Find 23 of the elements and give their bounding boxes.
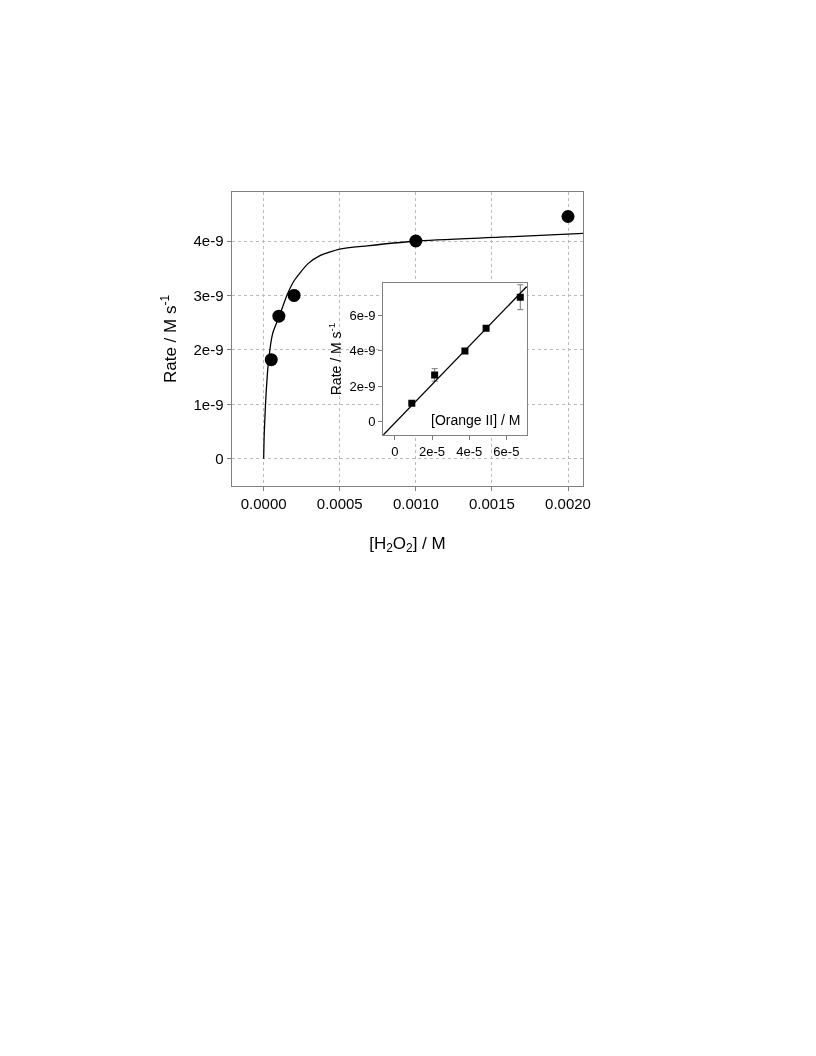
x-tick-label: 0.0010 [392,495,439,513]
y-tick-label: 4e-9 [349,343,376,359]
y-tick-label: 6e-9 [349,307,376,323]
point [561,210,575,223]
x-tick-label: 6e-5 [493,443,520,459]
y-tick-label: 1e-9 [193,395,224,413]
y-tick-label: 3e-9 [193,286,224,304]
y-tick-label: 2e-9 [193,341,224,359]
x-axis-title: [H$_{2}$O$_{2}$] / M [369,533,446,556]
point [516,293,524,301]
x-axis-title: [Orange II] / M [431,412,521,428]
x-tick-label: 0.0005 [316,495,363,513]
x-tick-label: 0.0020 [545,495,591,513]
x-tick-label: 4e-5 [456,443,483,459]
point [264,353,278,367]
x-tick-label: 0.0015 [468,495,515,513]
y-tick-label: 2e-9 [349,378,376,394]
x-tick-label: 0.0000 [240,495,287,513]
y-tick-label: 0 [368,414,376,430]
y-tick-label: 4e-9 [193,232,224,250]
x-tick-label: 0 [391,443,399,459]
x-tick-label: 2e-5 [419,443,446,459]
line-series [263,232,584,460]
